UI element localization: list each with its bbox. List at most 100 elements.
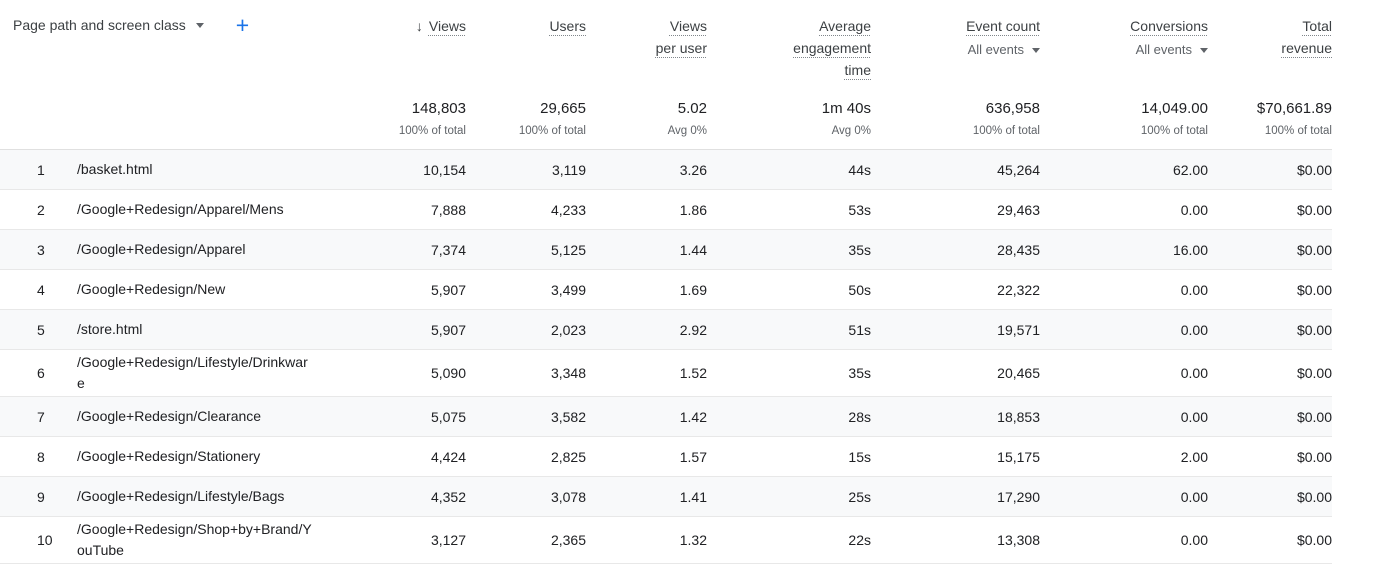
metric-cell: 3,119	[552, 161, 586, 178]
totals-percent-label: Avg 0%	[831, 125, 871, 137]
add-dimension-button[interactable]: +	[235, 12, 250, 38]
metric-cell: 7,374	[430, 241, 466, 258]
metric-cell: $0.00	[1296, 408, 1332, 425]
table-row: 9/Google+Redesign/Lifestyle/Bags 4,352 3,0…	[0, 477, 1332, 517]
metric-cell: $0.00	[1296, 241, 1332, 258]
row-index: 3	[37, 241, 45, 258]
row-index: 7	[37, 408, 45, 425]
metric-cell: 0.00	[1180, 321, 1208, 338]
column-header-line: Total revenue	[1268, 15, 1332, 59]
totals-value: 29,665	[540, 100, 586, 117]
dimension-header-cell: Page path and screen class +	[0, 0, 370, 88]
metric-cell: 45,264	[997, 161, 1040, 178]
metric-cell: 10,154	[423, 161, 466, 178]
column-header-event-count[interactable]: Event count All events	[871, 0, 1040, 88]
chevron-down-icon	[1200, 47, 1208, 53]
metric-cell: 0.00	[1180, 532, 1208, 548]
metric-cell: 44s	[848, 161, 871, 178]
metric-cell: $0.00	[1296, 365, 1332, 381]
page-path-cell: /Google+Redesign/Stationery	[77, 448, 261, 464]
table-row: 10/Google+Redesign/Shop+by+Brand/YouTube…	[0, 517, 1332, 564]
column-header-line: Average engagement time	[776, 15, 871, 81]
metric-cell: 1.41	[679, 488, 707, 505]
metric-cell: 0.00	[1180, 408, 1208, 425]
metric-cell: 0.00	[1180, 201, 1208, 218]
totals-percent-label: Avg 0%	[667, 125, 707, 137]
analytics-report-table: Page path and screen class + ↓ Views Users…	[0, 0, 1332, 564]
totals-cell: 5.02 Avg 0%	[586, 88, 707, 149]
page-path-cell: /Google+Redesign/Shop+by+Brand/YouTube	[77, 521, 312, 558]
column-header-conversions[interactable]: Conversions All events	[1040, 0, 1208, 88]
column-header-average-engagement-time[interactable]: Average engagement time	[707, 0, 871, 88]
row-index: 4	[37, 281, 45, 298]
metric-cell: $0.00	[1296, 281, 1332, 298]
metric-cell: 5,907	[430, 321, 466, 338]
metric-cell: 20,465	[997, 365, 1040, 381]
column-header-label: Views	[428, 18, 466, 34]
events-filter-label: All events	[1135, 42, 1192, 57]
metric-cell: 2,023	[550, 321, 586, 338]
metric-cell: 3,582	[550, 408, 586, 425]
chevron-down-icon	[195, 22, 204, 28]
table-header: Page path and screen class + ↓ Views Users…	[0, 0, 1332, 88]
row-index: 6	[37, 365, 45, 381]
table-row: 2/Google+Redesign/Apparel/Mens 7,888 4,233…	[0, 190, 1332, 230]
metric-cell: 16.00	[1172, 241, 1208, 258]
column-header-label: Conversions	[1130, 18, 1208, 34]
totals-percent-label: 100% of total	[518, 125, 586, 137]
metric-cell: 3,348	[550, 365, 586, 381]
metric-cell: 29,463	[997, 201, 1040, 218]
metric-cell: 35s	[848, 241, 871, 258]
totals-cell: $70,661.89 100% of total	[1208, 88, 1332, 149]
totals-cell: 29,665 100% of total	[466, 88, 586, 149]
chevron-down-icon	[1032, 47, 1040, 53]
page-path-cell: /Google+Redesign/Apparel/Mens	[77, 201, 284, 217]
column-header-line: ↓ Views	[416, 15, 466, 37]
metric-cell: 62.00	[1172, 161, 1208, 178]
metric-cell: 5,075	[430, 408, 466, 425]
column-header-views[interactable]: ↓ Views	[370, 0, 466, 88]
metric-cell: 1.57	[679, 448, 707, 465]
metric-cell: 1.42	[679, 408, 707, 425]
column-header-line: Event count	[966, 15, 1040, 37]
column-header-line: Views per user	[647, 15, 707, 59]
metric-cell: $0.00	[1296, 532, 1332, 548]
page-path-cell: /Google+Redesign/Lifestyle/Drinkware	[77, 354, 308, 391]
dimension-selector-dropdown[interactable]: Page path and screen class	[13, 16, 204, 34]
metric-cell: 1.69	[679, 281, 707, 298]
row-index: 5	[37, 321, 45, 338]
metric-cell: 2,825	[550, 448, 586, 465]
events-filter-dropdown[interactable]: All events	[968, 41, 1040, 59]
table-body: 1/basket.html 10,154 3,119 3.26 44s 45,264 62.…	[0, 150, 1332, 564]
dimension-label: Page path and screen class	[13, 17, 186, 33]
metric-cell: 28,435	[997, 241, 1040, 258]
column-header-line: Users	[549, 15, 586, 37]
column-header-views-per-user[interactable]: Views per user	[586, 0, 707, 88]
totals-percent-label: 100% of total	[972, 125, 1040, 137]
column-header-users[interactable]: Users	[466, 0, 586, 88]
metric-cell: 22s	[848, 532, 871, 548]
metric-cell: 17,290	[997, 488, 1040, 505]
metric-cell: 18,853	[997, 408, 1040, 425]
totals-cell: 1m 40s Avg 0%	[707, 88, 871, 149]
table-row: 5/store.html 5,907 2,023 2.92 51s 19,571 0.00 $…	[0, 310, 1332, 350]
column-header-label: Users	[549, 18, 586, 34]
row-index: 9	[37, 488, 45, 505]
row-index: 1	[37, 161, 45, 178]
metric-cell: 22,322	[997, 281, 1040, 298]
metric-cell: 28s	[848, 408, 871, 425]
metric-cell: 3.26	[679, 161, 707, 178]
events-filter-dropdown[interactable]: All events	[1136, 41, 1208, 59]
column-header-total-revenue[interactable]: Total revenue	[1208, 0, 1332, 88]
totals-cell: 148,803 100% of total	[370, 88, 466, 149]
metric-cell: 3,499	[550, 281, 586, 298]
row-index: 8	[37, 448, 45, 465]
metric-cell: 3,127	[430, 532, 466, 548]
column-header-label: Views per user	[655, 18, 707, 56]
metric-cell: 19,571	[997, 321, 1040, 338]
metric-cell: 0.00	[1180, 365, 1208, 381]
metric-cell: 1.86	[679, 201, 707, 218]
metric-cell: 51s	[848, 321, 871, 338]
metric-cell: 4,233	[550, 201, 586, 218]
totals-cell: 636,958 100% of total	[871, 88, 1040, 149]
